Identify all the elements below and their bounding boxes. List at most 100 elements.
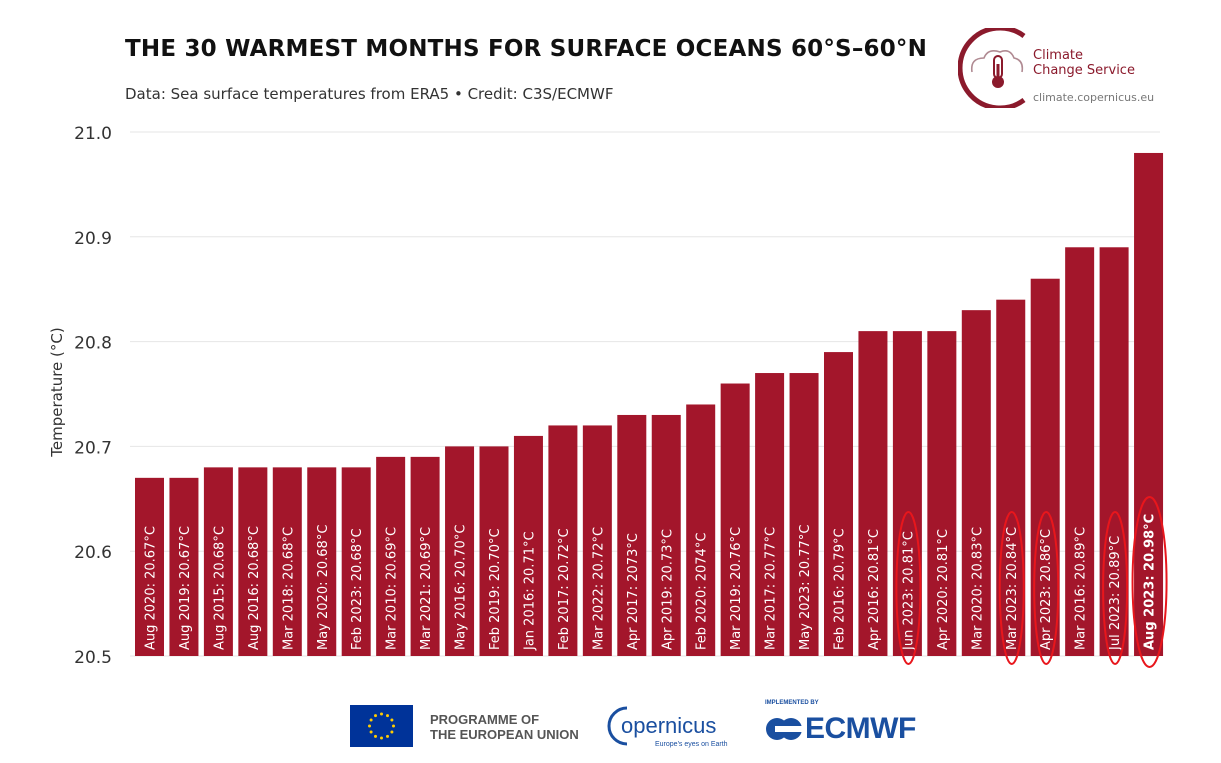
highlight-circles bbox=[895, 496, 1168, 668]
bar-mar-2022 bbox=[582, 425, 612, 656]
bars bbox=[135, 152, 1164, 656]
bar-may-2023 bbox=[789, 373, 819, 656]
bar-aug-2016 bbox=[238, 467, 268, 656]
c3s-line1: Climate bbox=[1033, 48, 1084, 63]
c3s-service-name: Climate Change Service bbox=[1033, 48, 1135, 78]
bar-label: Mar 2010: 20.69°C bbox=[385, 527, 400, 650]
bar-aug-2015 bbox=[203, 467, 233, 656]
bar-label: Aug 2015: 20.68°C bbox=[212, 526, 227, 650]
eu-star bbox=[380, 712, 383, 716]
bar-feb-2023 bbox=[341, 467, 371, 656]
bar-jul-2023 bbox=[1099, 247, 1129, 656]
eu-programme-text: PROGRAMME OF THE EUROPEAN UNION bbox=[430, 712, 579, 742]
bar-label: Apr 2023: 20.86°C bbox=[1039, 529, 1054, 650]
highlight-circle bbox=[998, 511, 1025, 665]
y-tick-label: 20.5 bbox=[74, 648, 112, 668]
bar-label: Feb 2016: 20.79°C bbox=[833, 528, 848, 650]
bar-label: Apr 2016: 20.81°C bbox=[867, 529, 882, 650]
y-axis-ticks: 20.5 20.6 20.7 20.8 20.9 21.0 bbox=[74, 124, 112, 668]
bar-mar-2016 bbox=[1065, 247, 1095, 656]
footer-logos: PROGRAMME OF THE EUROPEAN UNION opernicu… bbox=[0, 690, 1221, 760]
climate-change-service-logo bbox=[958, 28, 1026, 108]
bar-may-2016 bbox=[445, 446, 475, 656]
y-tick-label: 20.8 bbox=[74, 334, 112, 354]
copernicus-tagline: Europe's eyes on Earth bbox=[655, 741, 728, 748]
bar-jan-2016 bbox=[513, 435, 543, 656]
bar-label: Mar 2023: 20.84°C bbox=[1005, 527, 1020, 650]
bar-label: Apr 2017: 2073°C bbox=[626, 533, 641, 650]
y-tick-label: 20.6 bbox=[74, 543, 112, 563]
highlight-circle bbox=[895, 511, 922, 665]
implemented-by-text: IMPLEMENTED BY bbox=[765, 700, 819, 706]
bar-chart: 20.5 20.6 20.7 20.8 20.9 21.0 Temperature (°C… bbox=[48, 124, 1168, 668]
eu-star bbox=[374, 734, 377, 738]
bar-aug-2019 bbox=[169, 477, 199, 656]
bar-label: Feb 2020: 2074°C bbox=[695, 533, 710, 650]
eu-star bbox=[390, 730, 394, 734]
y-tick-label: 21.0 bbox=[74, 124, 112, 144]
bar-label: May 2020: 20.68°C bbox=[316, 525, 331, 650]
eu-star bbox=[386, 714, 389, 718]
bar-label: Apr 2020: 20.81°C bbox=[936, 529, 951, 650]
bar-may-2020 bbox=[307, 467, 337, 656]
bar-feb-2019 bbox=[479, 446, 509, 656]
y-tick-label: 20.7 bbox=[74, 438, 112, 458]
bar-label: Aug 2019: 20.67°C bbox=[178, 526, 193, 650]
highlight-circle bbox=[1131, 496, 1168, 668]
bar-label: Feb 2017: 20.72°C bbox=[557, 528, 572, 650]
bar-aug-2023 bbox=[1134, 152, 1164, 656]
bar-mar-2021 bbox=[410, 456, 440, 656]
ecmwf-word: ECMWF bbox=[805, 712, 916, 745]
bar-label: Jul 2023: 20.89°C bbox=[1108, 536, 1123, 651]
bar-label: Mar 2022: 20.72°C bbox=[591, 527, 606, 650]
eu-flag-icon bbox=[350, 705, 413, 747]
copernicus-word: opernicus bbox=[621, 713, 716, 738]
bar-label: Mar 2020: 20.83°C bbox=[970, 527, 985, 650]
y-axis-label: Temperature (°C) bbox=[48, 327, 66, 457]
bar-label: Mar 2018: 20.68°C bbox=[281, 527, 296, 650]
eu-star bbox=[368, 724, 371, 728]
eu-star bbox=[374, 714, 377, 718]
bar-feb-2017 bbox=[548, 425, 578, 656]
ecmwf-logo: IMPLEMENTED BY ECMWF bbox=[765, 700, 945, 750]
eu-star bbox=[369, 730, 373, 734]
bar-mar-2018 bbox=[272, 467, 302, 656]
bar-jun-2023 bbox=[892, 331, 922, 656]
bar-label: Feb 2019: 20.70°C bbox=[488, 528, 503, 650]
highlight-circle bbox=[1033, 511, 1060, 665]
c3s-url: climate.copernicus.eu bbox=[1033, 91, 1155, 104]
eu-star bbox=[390, 718, 394, 722]
eu-star bbox=[392, 724, 395, 728]
bar-label: May 2023: 20.77°C bbox=[798, 525, 813, 650]
bar-mar-2017 bbox=[755, 373, 785, 656]
c3s-line2: Change Service bbox=[1033, 63, 1135, 78]
bar-mar-2010 bbox=[376, 456, 406, 656]
bar-apr-2016 bbox=[858, 331, 888, 656]
highlight-circle bbox=[1102, 511, 1129, 665]
bar-mar-2023 bbox=[996, 299, 1026, 656]
bar-label: Aug 2023: 20.98°C bbox=[1143, 514, 1158, 650]
bar-apr-2020 bbox=[927, 331, 957, 656]
bar-feb-2016 bbox=[824, 352, 853, 656]
bar-label: Feb 2023: 20.68°C bbox=[350, 528, 365, 650]
bar-apr-2023 bbox=[1030, 278, 1060, 656]
bar-label: Jan 2016: 20.71°C bbox=[522, 531, 537, 651]
bar-labels: Aug 2020: 20.67°C Aug 2019: 20.67°C Aug 20… bbox=[144, 514, 1158, 651]
eu-programme-line1: PROGRAMME OF bbox=[430, 712, 540, 727]
y-tick-label: 20.9 bbox=[74, 229, 112, 249]
bar-label: Mar 2016: 20.89°C bbox=[1074, 527, 1089, 650]
copernicus-logo: opernicus Europe's eyes on Earth bbox=[607, 706, 728, 748]
chart-title: THE 30 WARMEST MONTHS FOR SURFACE OCEANS… bbox=[125, 36, 928, 62]
eu-star bbox=[386, 734, 389, 738]
bar-feb-2020 bbox=[686, 404, 716, 656]
bar-label: Aug 2016: 20.68°C bbox=[247, 526, 262, 650]
bar-aug-2020 bbox=[135, 477, 164, 656]
bar-apr-2019 bbox=[651, 414, 681, 656]
chart-subtitle: Data: Sea surface temperatures from ERA5… bbox=[125, 85, 614, 103]
bar-label: Mar 2021: 20.69°C bbox=[419, 527, 434, 650]
bar-label: Mar 2017: 20.77°C bbox=[764, 527, 779, 650]
bar-label: Mar 2019: 20.76°C bbox=[729, 527, 744, 650]
ecmwf-mark-icon bbox=[766, 718, 803, 740]
eu-programme-line2: THE EUROPEAN UNION bbox=[430, 727, 579, 742]
eu-star bbox=[369, 718, 373, 722]
